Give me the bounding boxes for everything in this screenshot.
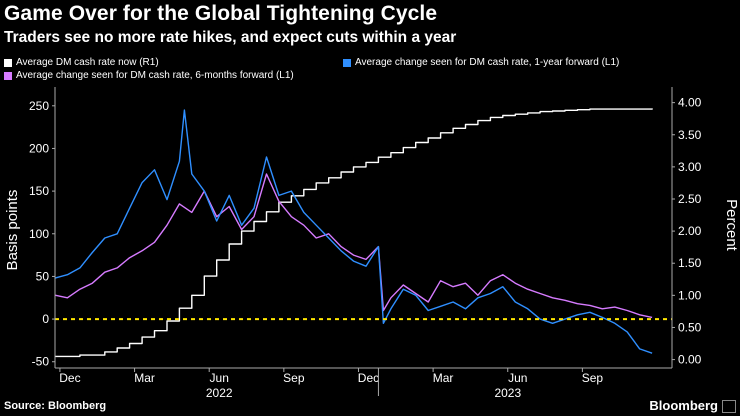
brand-mark-icon bbox=[722, 400, 736, 413]
legend-swatch bbox=[4, 71, 12, 80]
y-tick-label-left: 250 bbox=[29, 99, 49, 113]
legend-item-cash-rate-now: Average DM cash rate now (R1) bbox=[4, 57, 159, 68]
y-tick-label-right: 0.00 bbox=[678, 353, 702, 367]
y-tick-label-left: 150 bbox=[29, 184, 49, 198]
y-tick-label-right: 3.50 bbox=[678, 128, 702, 142]
series-line-1y-forward bbox=[54, 109, 653, 354]
y-tick-label-right: 2.50 bbox=[678, 192, 702, 206]
x-year-label: 2022 bbox=[206, 386, 233, 400]
y-axis-label-left: Basis points bbox=[4, 190, 21, 271]
y-tick-label-left: -50 bbox=[32, 355, 50, 369]
legend-swatch bbox=[343, 58, 351, 67]
legend-label: Average DM cash rate now (R1) bbox=[16, 57, 159, 68]
y-tick-label-right: 0.50 bbox=[678, 320, 702, 334]
y-tick-label-right: 2.00 bbox=[678, 224, 702, 238]
x-tick-label: Jun bbox=[210, 371, 229, 385]
legend-label: Average change seen for DM cash rate, 1-… bbox=[355, 57, 620, 68]
legend-label: Average change seen for DM cash rate, 6-… bbox=[16, 70, 294, 81]
series-line-6m-forward bbox=[54, 173, 653, 319]
y-tick-label-left: 200 bbox=[29, 141, 49, 155]
y-tick-label-left: 0 bbox=[42, 312, 49, 326]
y-tick-label-left: 50 bbox=[36, 269, 50, 283]
x-year-label: 2023 bbox=[494, 386, 521, 400]
legend-swatch bbox=[4, 58, 12, 67]
y-tick-label-right: 4.00 bbox=[678, 96, 702, 110]
brand-logo: Bloomberg bbox=[649, 398, 718, 413]
x-tick-label: Jun bbox=[508, 371, 527, 385]
x-tick-label: Mar bbox=[433, 371, 454, 385]
y-tick-label-left: 100 bbox=[29, 227, 49, 241]
x-tick-label: Sep bbox=[582, 371, 604, 385]
x-tick-label: Mar bbox=[134, 371, 155, 385]
x-tick-label: Dec bbox=[358, 371, 379, 385]
source-note: Source: Bloomberg bbox=[4, 400, 107, 412]
x-tick-label: Sep bbox=[283, 371, 305, 385]
legend-item-1y-forward: Average change seen for DM cash rate, 1-… bbox=[343, 57, 619, 68]
chart-subtitle: Traders see no more rate hikes, and expe… bbox=[4, 29, 457, 46]
series-line-cash-rate-now bbox=[55, 108, 653, 358]
chart-title: Game Over for the Global Tightening Cycl… bbox=[4, 2, 438, 25]
legend-item-6m-forward: Average change seen for DM cash rate, 6-… bbox=[4, 70, 294, 81]
x-tick-label: Dec bbox=[59, 371, 80, 385]
y-tick-label-right: 1.50 bbox=[678, 256, 702, 270]
y-axis-label-right: Percent bbox=[723, 199, 740, 252]
y-tick-label-right: 3.00 bbox=[678, 160, 702, 174]
y-tick-label-right: 1.00 bbox=[678, 288, 702, 302]
